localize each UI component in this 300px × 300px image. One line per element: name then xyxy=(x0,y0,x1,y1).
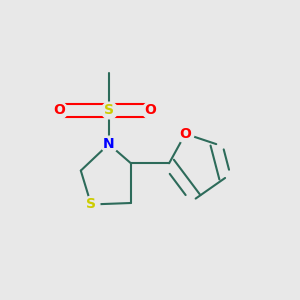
Text: O: O xyxy=(144,103,156,117)
Text: N: N xyxy=(103,137,115,151)
Text: O: O xyxy=(53,103,65,117)
Text: O: O xyxy=(179,127,191,141)
Text: S: S xyxy=(86,197,96,212)
Text: S: S xyxy=(104,103,114,117)
